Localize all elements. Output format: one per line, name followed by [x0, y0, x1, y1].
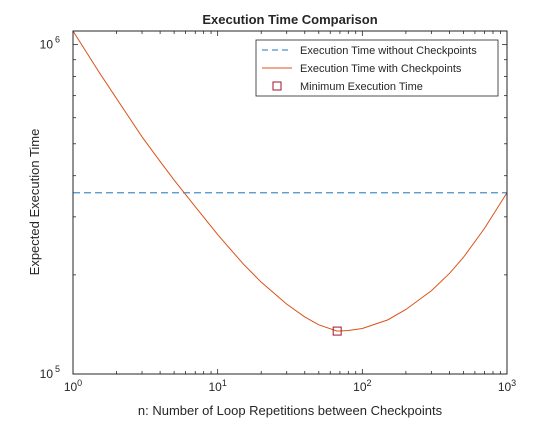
legend-box	[255, 39, 499, 97]
y-axis-label: Expected Execution Time	[27, 129, 42, 276]
x-tick-label: 103	[498, 378, 516, 394]
legend-label-minimum: Minimum Execution Time	[300, 81, 423, 93]
x-tick-label: 101	[208, 378, 226, 394]
legend-label-with-checkpoints: Execution Time with Checkpoints	[300, 63, 462, 75]
series-line-with-checkpoints[interactable]	[72, 30, 508, 332]
x-axis-label: n: Number of Loop Repetitions between Ch…	[138, 403, 443, 418]
x-tick-label: 102	[353, 378, 371, 394]
chart-title: Execution Time Comparison	[202, 12, 377, 27]
y-tick-label: 10 5	[40, 364, 60, 381]
legend-label-without-checkpoints: Execution Time without Checkpoints	[300, 45, 477, 57]
minimum-marker[interactable]	[332, 326, 342, 336]
series-layer	[72, 30, 508, 336]
plot-frame	[72, 30, 508, 375]
y-tick-label: 10 6	[40, 35, 60, 52]
legend-swatch-minimum	[272, 81, 282, 91]
x-tick-label: 100	[64, 378, 82, 394]
legend[interactable]: Execution Time without Checkpoints Execu…	[255, 39, 499, 97]
